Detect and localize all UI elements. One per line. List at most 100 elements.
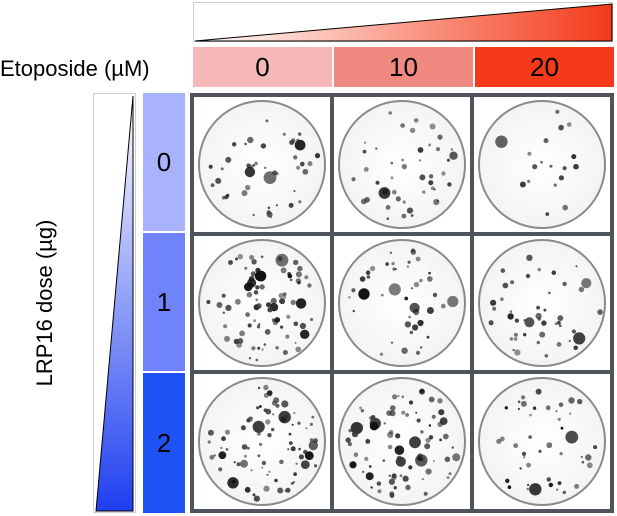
colony-dot <box>565 431 578 444</box>
colony-dot <box>238 330 245 336</box>
colony-dot <box>390 341 393 344</box>
plate-lrp1-eto10 <box>337 238 467 368</box>
colony-dot <box>526 179 530 183</box>
colony-dot <box>388 474 391 478</box>
colony-dot <box>278 292 284 298</box>
colony-dot <box>263 166 267 169</box>
plate-lrp2-eto0-cell <box>194 374 330 509</box>
colony-dot <box>451 453 460 462</box>
colony-dot <box>222 311 225 314</box>
colony-dot <box>248 356 251 360</box>
colony-dot <box>363 197 370 203</box>
colony-dot <box>418 278 423 282</box>
etoposide-dose-0-header: 0 <box>193 47 332 87</box>
colony-dot <box>419 430 424 434</box>
colony-dot <box>299 329 310 339</box>
colony-dot <box>266 433 272 438</box>
colony-dot <box>300 460 310 470</box>
colony-dot <box>313 464 317 468</box>
colony-dot <box>210 183 215 188</box>
colony-dot <box>275 204 278 207</box>
colony-dot <box>260 255 264 258</box>
colony-dot <box>220 436 226 442</box>
colony-dot <box>519 181 526 188</box>
colony-dot <box>401 395 404 399</box>
etoposide-wedge-graphic <box>194 3 613 42</box>
colony-dot <box>292 259 299 265</box>
colony-dot <box>526 488 529 491</box>
colony-dot <box>404 413 409 418</box>
colony-dot <box>414 412 417 415</box>
colony-dot <box>378 187 391 199</box>
colony-dot <box>282 132 286 136</box>
colony-dot <box>282 295 286 299</box>
colony-dot <box>221 293 226 298</box>
colony-dot <box>513 336 518 341</box>
lrp16-dose-0-header: 0 <box>143 93 185 231</box>
colony-dot <box>412 308 419 315</box>
colony-dot <box>500 267 505 273</box>
colony-dot <box>272 319 278 325</box>
colony-dot <box>514 318 519 323</box>
colony-dot <box>586 462 593 469</box>
colony-dot <box>429 123 436 130</box>
colony-dot <box>554 321 558 325</box>
colony-dot <box>450 148 453 151</box>
colony-dot <box>520 395 525 400</box>
colony-dot <box>306 282 312 288</box>
colony-dot <box>504 478 510 484</box>
colony-dot <box>266 211 273 218</box>
plate-lrp1-eto0 <box>197 238 327 368</box>
colony-dot <box>347 295 351 299</box>
colony-dot <box>396 456 402 462</box>
plate-lrp0-eto10-cell <box>334 97 470 232</box>
colony-dot <box>390 176 394 180</box>
colony-dot <box>254 270 265 281</box>
colony-dot <box>512 443 518 449</box>
colony-dot <box>263 485 270 493</box>
colony-dot <box>388 282 401 296</box>
colony-dot <box>432 199 440 206</box>
colony-dot <box>558 175 564 181</box>
colony-dot <box>584 454 592 462</box>
colony-dot <box>399 123 405 128</box>
colony-dot <box>519 467 522 470</box>
colony-dot <box>345 437 351 444</box>
colony-dot <box>379 352 383 356</box>
colony-dot <box>390 161 393 165</box>
colony-dot <box>296 138 299 142</box>
colony-dot <box>558 324 562 327</box>
colony-dot <box>309 423 313 427</box>
colony-dot <box>363 141 366 144</box>
colony-dot <box>244 184 251 191</box>
colony-dot <box>310 456 313 459</box>
colony-dot <box>580 277 592 288</box>
colony-dot <box>451 446 454 450</box>
colony-dot <box>246 136 254 144</box>
colony-dot <box>543 138 549 144</box>
plate-lrp0-eto0 <box>197 100 327 229</box>
colony-dot <box>207 430 214 437</box>
colony-dot <box>314 153 320 159</box>
colony-dot <box>437 134 443 140</box>
colony-dot <box>293 190 296 192</box>
colony-dot <box>509 336 513 341</box>
colony-dot <box>409 330 413 334</box>
colony-dot <box>425 438 431 444</box>
colony-dot <box>431 415 436 420</box>
etoposide-dose-10-header: 10 <box>334 47 473 87</box>
plate-lrp0-eto0-colonies <box>208 119 320 219</box>
colony-dot <box>517 408 520 411</box>
colony-dot <box>266 390 273 397</box>
colony-dot <box>410 248 416 255</box>
colony-dot <box>417 319 424 326</box>
colony-dot <box>391 473 397 479</box>
colony-dot <box>426 306 434 314</box>
colony-dot <box>351 431 358 438</box>
colony-dot <box>258 405 262 409</box>
colony-dot <box>286 448 290 451</box>
colony-dot <box>568 339 571 342</box>
colony-dot <box>410 214 414 217</box>
plate-lrp1-eto10-cell <box>334 235 470 371</box>
colony-dot <box>435 147 440 152</box>
